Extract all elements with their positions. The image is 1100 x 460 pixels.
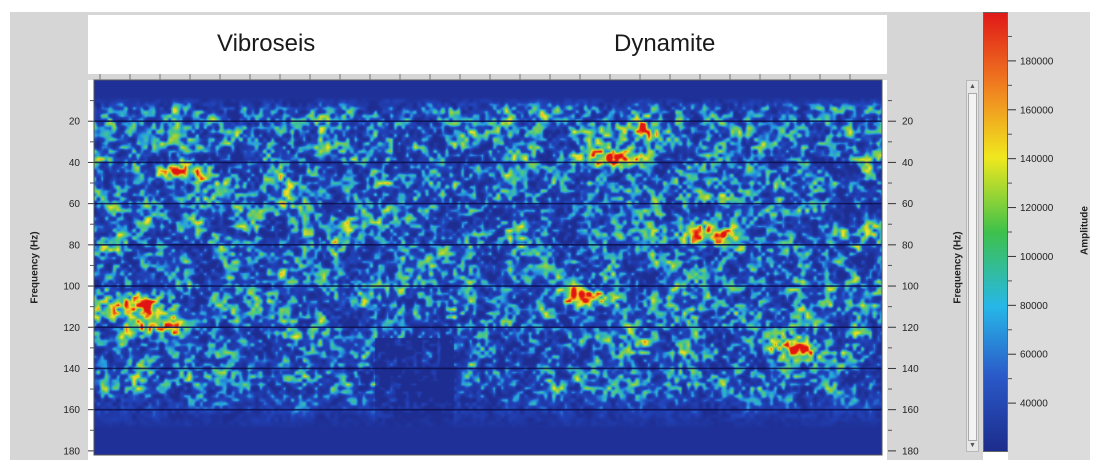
left-top-strip: [10, 12, 895, 15]
colorbar-panel-bg: [1008, 12, 1090, 460]
colorbar-tick-label: 80000: [1020, 301, 1048, 312]
right-y-axis-title: Frequency (Hz): [952, 231, 964, 304]
left-y-tick-label: 20: [69, 117, 81, 128]
left-y-tick-label: 140: [63, 364, 80, 375]
colorbar-tick-label: 140000: [1020, 154, 1054, 165]
header-bottom-strip: [88, 74, 887, 80]
right-y-tick-label: 180: [902, 446, 919, 457]
colorbar-title: Amplitude: [1079, 206, 1091, 255]
right-y-tick-label: 80: [902, 240, 914, 251]
left-y-tick-label: 80: [69, 240, 81, 251]
left-y-axis-title: Frequency (Hz): [29, 231, 41, 304]
left-y-tick-label: 100: [63, 282, 80, 293]
colorbar-tick-label: 120000: [1020, 203, 1054, 214]
scroll-thumb[interactable]: [968, 93, 977, 441]
left-y-tick-label: 160: [63, 405, 80, 416]
left-y-tick-label: 60: [69, 199, 81, 210]
vibroseis-title: Vibroseis: [217, 30, 316, 57]
colorbar-tick-label: 160000: [1020, 105, 1054, 116]
right-y-tick-label: 60: [902, 199, 914, 210]
left-y-tick-label: 120: [63, 323, 80, 334]
left-panel-bg: [10, 12, 88, 460]
amplitude-colorbar: [983, 12, 1008, 452]
colorbar-tick-label: 40000: [1020, 399, 1048, 410]
spectrogram-heatmap: [94, 80, 882, 455]
colorbar-tick-label: 100000: [1020, 252, 1054, 263]
right-y-tick-label: 140: [902, 364, 919, 375]
scroll-down-arrow-icon[interactable]: ▼: [969, 442, 976, 449]
dynamite-title: Dynamite: [614, 30, 716, 57]
plot-frame: [93, 79, 883, 456]
scroll-up-arrow-icon[interactable]: ▲: [969, 83, 976, 90]
left-y-tick-label: 180: [63, 446, 80, 457]
right-y-tick-label: 20: [902, 117, 914, 128]
right-y-tick-label: 40: [902, 158, 914, 169]
colorbar-tick-label: 180000: [1020, 56, 1054, 67]
right-y-tick-label: 120: [902, 323, 919, 334]
right-y-tick-label: 160: [902, 405, 919, 416]
left-y-tick-label: 40: [69, 158, 81, 169]
colorbar-tick-label: 60000: [1020, 350, 1048, 361]
vertical-scrollbar[interactable]: ▲ ▼: [966, 80, 979, 452]
right-y-tick-label: 100: [902, 282, 919, 293]
